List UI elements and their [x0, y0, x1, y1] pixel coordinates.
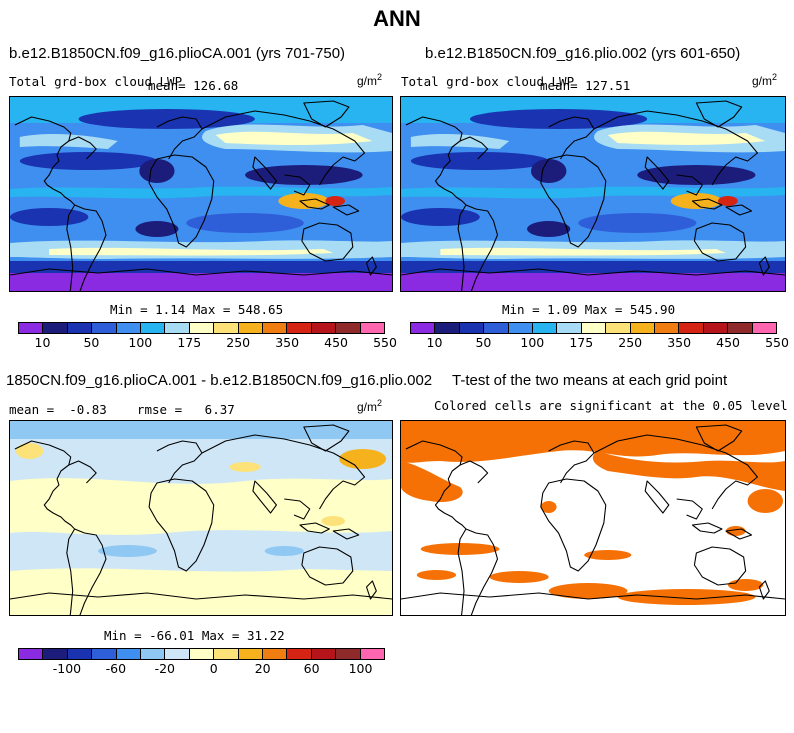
colorbar-swatch — [557, 323, 582, 333]
colorbar-swatch — [703, 323, 729, 333]
case-title-top-right: b.e12.B1850CN.f09_g16.plio.002 (yrs 601-… — [425, 45, 741, 62]
colorbar-tick-label: 20 — [254, 661, 271, 676]
case-title-top-left: b.e12.B1850CN.f09_g16.plioCA.001 (yrs 70… — [9, 45, 346, 62]
colorbar-tick-label: 450 — [716, 335, 740, 350]
minmax-top-left: Min = 1.14 Max = 548.65 — [110, 302, 284, 317]
colorbar-tick-label: 100 — [520, 335, 545, 350]
colorbar-swatch — [263, 649, 288, 659]
units-top-left: g/m2 — [357, 72, 383, 88]
colorbar-tick-label: 60 — [303, 661, 320, 676]
colorbar-tick-label: 350 — [275, 335, 300, 350]
colorbar-swatch — [336, 649, 361, 659]
colorbar-swatch — [360, 323, 385, 333]
colorbar-swatch — [360, 649, 385, 659]
colorbar-swatch — [43, 323, 68, 333]
colorbar-tick-label: -100 — [52, 661, 82, 676]
colorbar-swatch — [141, 649, 166, 659]
colorbar-swatch — [238, 323, 264, 333]
colorbar-top-left — [18, 322, 385, 334]
variable-label-top-left: Total grd-box cloud LWP — [9, 74, 183, 89]
colorbar-swatch — [67, 649, 93, 659]
colorbar-swatch — [311, 649, 337, 659]
colorbar-swatch — [165, 649, 190, 659]
colorbar-swatch — [484, 323, 509, 333]
colorbar-swatch — [92, 649, 117, 659]
colorbar-swatch — [214, 649, 239, 659]
ttest-subtitle: Colored cells are significant at the 0.0… — [434, 398, 788, 413]
colorbar-swatch — [606, 323, 631, 333]
case-title-bottom-left: 1850CN.f09_g16.plioCA.001 - b.e12.B1850C… — [6, 372, 433, 389]
variable-label-top-right: Total grd-box cloud LWP — [401, 74, 575, 89]
colorbar-swatch — [214, 323, 239, 333]
colorbar-labels-top-left: 10 50 100 175 250 350 450 550 — [18, 335, 397, 351]
colorbar-swatch — [728, 323, 753, 333]
minmax-bottom-left: Min = -66.01 Max = 31.22 — [104, 628, 285, 643]
colorbar-tick-label: -60 — [105, 661, 127, 676]
colorbar-tick-label: 550 — [765, 335, 789, 350]
colorbar-swatch — [116, 649, 142, 659]
colorbar-swatch — [435, 323, 460, 333]
colorbar-swatch — [263, 323, 288, 333]
colorbar-tick-label: 100 — [348, 661, 373, 676]
colorbar-tick-label: 0 — [209, 661, 218, 676]
colorbar-swatch — [459, 323, 485, 333]
page-title: ANN — [373, 6, 421, 31]
mean-label-top-left: mean= 126.68 — [148, 78, 239, 93]
colorbar-swatch — [411, 323, 436, 333]
colorbar-tick-label: -20 — [154, 661, 176, 676]
stats-bottom-left: mean = -0.83 rmse = 6.37 — [9, 402, 235, 417]
colorbar-swatch — [19, 323, 44, 333]
colorbar-swatch — [752, 323, 777, 333]
colorbar-swatch — [43, 649, 68, 659]
ttest-title: T-test of the two means at each grid poi… — [452, 372, 728, 389]
units-top-right: g/m2 — [752, 72, 778, 88]
colorbar-swatch — [189, 323, 215, 333]
colorbar-swatch — [238, 649, 264, 659]
colorbar-swatch — [67, 323, 93, 333]
colorbar-tick-label: 175 — [177, 335, 202, 350]
map-lwp-top-left — [9, 96, 393, 292]
colorbar-bottom-left — [18, 648, 385, 660]
minmax-top-right: Min = 1.09 Max = 545.90 — [502, 302, 676, 317]
colorbar-tick-label: 50 — [83, 335, 100, 350]
colorbar-tick-label: 450 — [324, 335, 348, 350]
colorbar-swatch — [336, 323, 361, 333]
colorbar-tick-label: 10 — [34, 335, 51, 350]
colorbar-swatch — [533, 323, 558, 333]
colorbar-swatch — [655, 323, 680, 333]
map-significance-bottom-right — [400, 420, 786, 616]
colorbar-swatch — [287, 323, 312, 333]
colorbar-tick-label: 50 — [475, 335, 492, 350]
colorbar-tick-label: 10 — [426, 335, 443, 350]
colorbar-swatch — [287, 649, 312, 659]
colorbar-labels-top-right: 10 50 100 175 250 350 450 550 — [410, 335, 789, 351]
mean-label-top-right: mean= 127.51 — [540, 78, 631, 93]
colorbar-swatch — [679, 323, 704, 333]
colorbar-tick-label: 175 — [569, 335, 594, 350]
colorbar-swatch — [311, 323, 337, 333]
colorbar-tick-label: 250 — [226, 335, 251, 350]
colorbar-swatch — [116, 323, 142, 333]
colorbar-swatch — [92, 323, 117, 333]
map-lwp-top-right — [400, 96, 786, 292]
colorbar-tick-label: 550 — [373, 335, 397, 350]
colorbar-swatch — [165, 323, 190, 333]
colorbar-swatch — [581, 323, 607, 333]
colorbar-tick-label: 250 — [618, 335, 643, 350]
colorbar-labels-bottom-left: -100 -60 -20 0 20 60 100 — [18, 661, 385, 677]
colorbar-swatch — [19, 649, 44, 659]
colorbar-tick-label: 100 — [128, 335, 153, 350]
colorbar-swatch — [630, 323, 656, 333]
colorbar-swatch — [189, 649, 215, 659]
colorbar-swatch — [508, 323, 534, 333]
colorbar-top-right — [410, 322, 777, 334]
units-bottom-left: g/m2 — [357, 398, 383, 414]
map-diff-bottom-left — [9, 420, 393, 616]
colorbar-tick-label: 350 — [667, 335, 692, 350]
colorbar-swatch — [141, 323, 166, 333]
